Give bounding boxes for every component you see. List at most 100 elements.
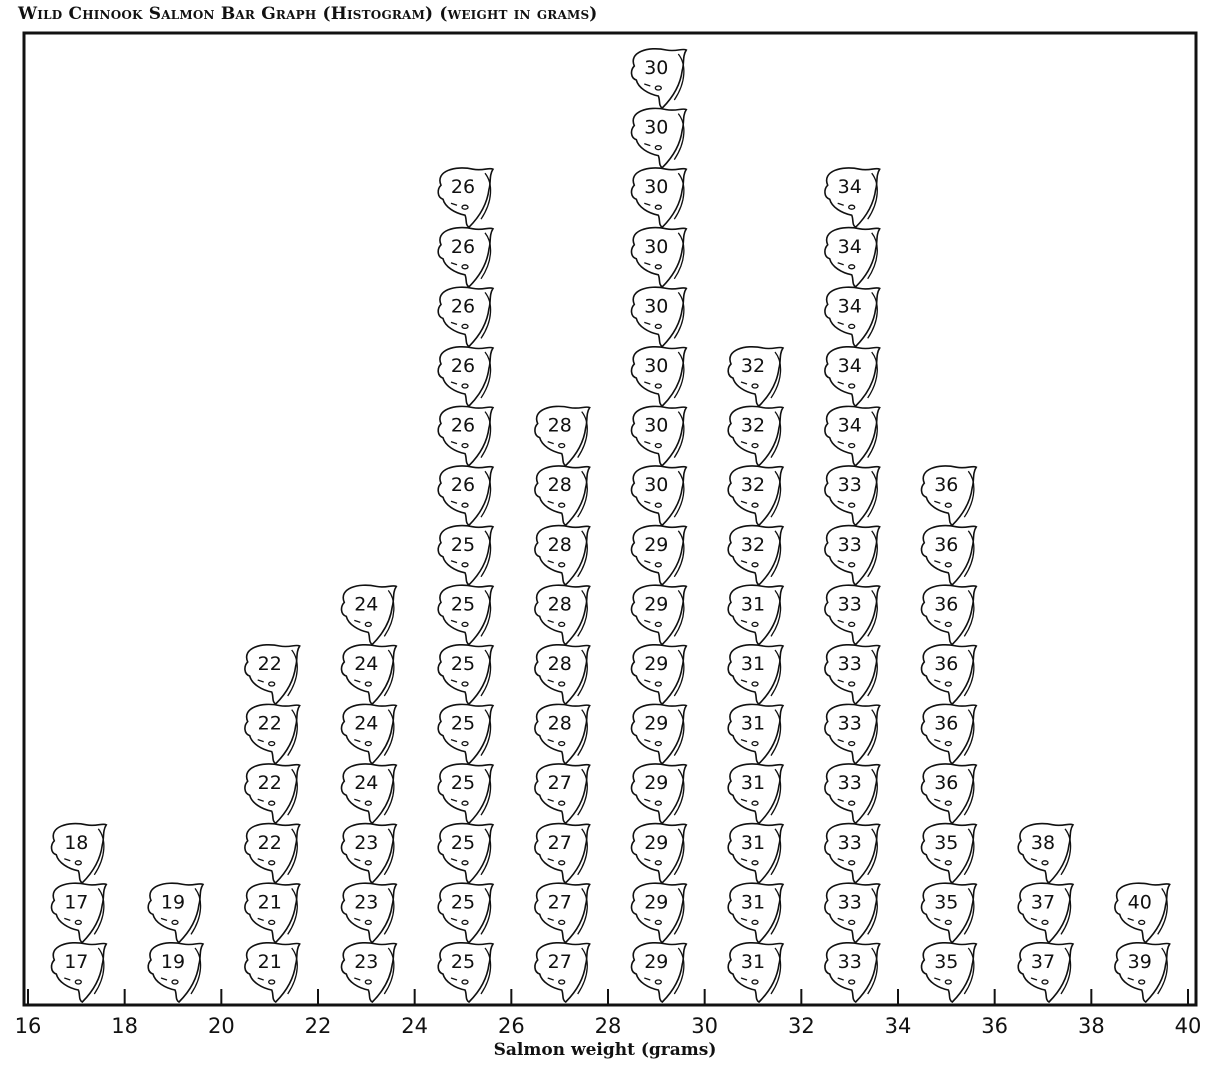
salmon-weight-label: 26 bbox=[451, 295, 475, 317]
salmon-fin bbox=[480, 530, 492, 578]
salmon-mouth bbox=[644, 202, 651, 206]
salmon-icon bbox=[727, 703, 785, 765]
salmon-eye bbox=[74, 979, 82, 985]
salmon-eye bbox=[461, 800, 469, 806]
salmon-icon bbox=[630, 107, 688, 169]
salmon-marker: 36 bbox=[920, 584, 978, 646]
salmon-icon bbox=[630, 346, 688, 407]
salmon-fin bbox=[480, 291, 492, 339]
salmon-fin bbox=[867, 887, 878, 935]
salmon-mouth bbox=[450, 381, 458, 385]
salmon-icon bbox=[824, 226, 881, 288]
salmon-fin bbox=[383, 887, 395, 935]
salmon-eye bbox=[268, 681, 276, 687]
salmon-weight-label: 24 bbox=[354, 772, 378, 794]
salmon-weight-label: 40 bbox=[1128, 891, 1152, 913]
salmon-mouth bbox=[837, 560, 844, 564]
salmon-fin bbox=[673, 828, 685, 876]
salmon-eye bbox=[461, 323, 469, 330]
salmon-eye bbox=[848, 204, 856, 210]
salmon-eye bbox=[848, 800, 856, 806]
salmon-icon bbox=[1114, 942, 1171, 1003]
salmon-icon bbox=[534, 822, 591, 884]
salmon-icon bbox=[727, 763, 785, 825]
salmon-weight-label: 36 bbox=[934, 713, 958, 735]
salmon-weight-label: 33 bbox=[838, 653, 862, 675]
salmon-mouth bbox=[837, 858, 844, 862]
salmon-eye bbox=[751, 979, 759, 985]
salmon-marker: 37 bbox=[1017, 882, 1075, 944]
salmon-fin bbox=[1060, 887, 1072, 935]
salmon-fin bbox=[383, 649, 395, 697]
salmon-mouth bbox=[837, 262, 844, 266]
salmon-eye bbox=[461, 740, 469, 747]
salmon-weight-label: 25 bbox=[451, 832, 475, 854]
salmon-eye bbox=[364, 860, 372, 866]
salmon-icon bbox=[244, 882, 301, 944]
salmon-icon bbox=[727, 465, 785, 527]
salmon-eye bbox=[74, 860, 82, 866]
salmon-marker: 26 bbox=[437, 465, 495, 527]
salmon-eye bbox=[558, 979, 566, 985]
salmon-mouth bbox=[644, 262, 651, 266]
salmon-eye bbox=[364, 800, 372, 806]
salmon-fin bbox=[673, 411, 685, 458]
salmon-weight-label: 31 bbox=[741, 772, 765, 794]
salmon-mouth bbox=[837, 977, 844, 981]
salmon-mouth bbox=[160, 917, 168, 922]
salmon-eye bbox=[944, 502, 952, 508]
salmon-fin bbox=[963, 649, 975, 697]
salmon-marker: 28 bbox=[534, 465, 591, 527]
salmon-icon bbox=[630, 524, 688, 586]
salmon-mouth bbox=[450, 917, 458, 922]
plot-frame bbox=[22, 31, 1198, 1007]
salmon-icon bbox=[630, 167, 688, 229]
salmon-icon bbox=[920, 882, 978, 944]
salmon-icon bbox=[340, 942, 398, 1003]
salmon-eye bbox=[848, 264, 856, 270]
salmon-marker: 33 bbox=[824, 465, 881, 527]
salmon-eye bbox=[558, 919, 566, 926]
salmon-marker: 23 bbox=[340, 882, 398, 944]
x-tick-label: 38 bbox=[1078, 1014, 1105, 1038]
salmon-mouth bbox=[450, 560, 458, 564]
salmon-marker: 24 bbox=[340, 584, 398, 646]
salmon-icon bbox=[727, 584, 785, 646]
x-tick-label: 36 bbox=[981, 1014, 1008, 1038]
salmon-eye bbox=[461, 264, 469, 270]
salmon-fin bbox=[480, 172, 492, 220]
salmon-marker: 27 bbox=[534, 822, 591, 884]
salmon-eye bbox=[461, 681, 469, 687]
salmon-marker: 25 bbox=[437, 644, 495, 705]
salmon-eye bbox=[654, 860, 662, 866]
salmon-icon bbox=[50, 822, 108, 884]
salmon-fin bbox=[383, 828, 395, 876]
salmon-eye bbox=[268, 740, 276, 747]
salmon-icon bbox=[824, 584, 881, 646]
salmon-marker: 40 bbox=[1114, 882, 1171, 944]
salmon-eye bbox=[558, 562, 566, 568]
salmon-weight-label: 31 bbox=[741, 891, 765, 913]
salmon-marker: 25 bbox=[437, 822, 495, 884]
salmon-fin bbox=[1060, 828, 1072, 876]
salmon-fin bbox=[287, 768, 298, 816]
salmon-fin bbox=[480, 411, 492, 458]
salmon-fin bbox=[480, 470, 492, 518]
salmon-fin bbox=[673, 351, 685, 399]
salmon-marker: 25 bbox=[437, 882, 495, 944]
salmon-fin bbox=[867, 470, 878, 518]
salmon-fin bbox=[287, 709, 298, 756]
salmon-eye bbox=[751, 860, 759, 866]
salmon-weight-label: 28 bbox=[548, 713, 572, 735]
salmon-fin bbox=[770, 649, 782, 697]
salmon-eye bbox=[558, 800, 566, 806]
salmon-eye bbox=[558, 740, 566, 747]
salmon-mouth bbox=[160, 977, 168, 981]
salmon-fin bbox=[770, 411, 782, 458]
salmon-mouth bbox=[547, 619, 554, 624]
salmon-mouth bbox=[644, 977, 651, 981]
salmon-weight-label: 17 bbox=[64, 891, 88, 913]
salmon-fin bbox=[480, 649, 492, 697]
salmon-weight-label: 27 bbox=[548, 951, 572, 973]
salmon-icon bbox=[630, 942, 688, 1003]
